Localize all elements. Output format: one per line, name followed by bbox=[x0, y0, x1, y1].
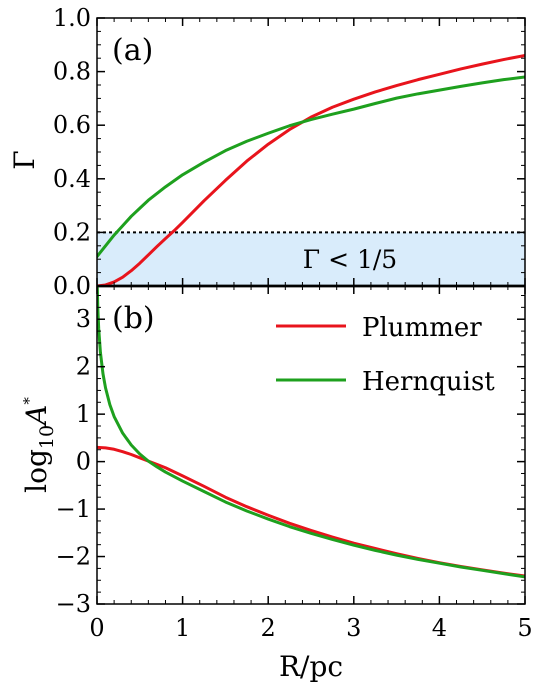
series-line-plummer bbox=[97, 54, 525, 286]
threshold-region-label: Γ < 1/5 bbox=[303, 245, 397, 274]
x-tick-label: 0 bbox=[89, 614, 104, 642]
gamma-below-threshold-region bbox=[97, 232, 525, 286]
y-tick-label-b: 3 bbox=[76, 305, 91, 333]
y-tick-label-a: 1.0 bbox=[53, 4, 91, 32]
y-axis-label-a: Γ bbox=[8, 150, 41, 169]
x-axis-ticks: 0 1 2 3 4 5 bbox=[89, 18, 533, 642]
y-tick-label-a: 0.0 bbox=[53, 272, 91, 300]
series-line-plummer bbox=[97, 445, 525, 578]
series-group-b bbox=[97, 286, 525, 579]
y-tick-label-b: 0 bbox=[76, 448, 91, 476]
y-tick-label-a: 0.8 bbox=[53, 58, 91, 86]
panel-label-a: (a) bbox=[112, 33, 153, 68]
y-label-superscript: * bbox=[20, 397, 38, 405]
y-tick-label-b: −2 bbox=[56, 543, 91, 571]
y-tick-label-a: 0.6 bbox=[53, 111, 91, 139]
x-tick-label: 4 bbox=[432, 614, 447, 642]
y-label-log: log bbox=[20, 449, 53, 493]
y-label-variable: A bbox=[20, 405, 53, 428]
y-tick-label-a: 0.2 bbox=[53, 218, 91, 246]
y-label-subscript: 10 bbox=[36, 425, 58, 449]
panel-a: 0.0 0.2 0.4 0.6 0.8 1.0 (a) Γ < 1/5 Γ bbox=[8, 4, 525, 300]
legend-label-hernquist: Hernquist bbox=[362, 367, 495, 397]
panel-label-b: (b) bbox=[112, 301, 155, 336]
y-tick-label-b: 2 bbox=[76, 353, 91, 381]
panel-b: −3 −2 −1 0 1 2 3 (b) log10A* Plummer Hernquist bbox=[20, 286, 525, 618]
y-tick-label-b: 1 bbox=[76, 400, 91, 428]
ticks-a: 0.0 0.2 0.4 0.6 0.8 1.0 bbox=[53, 4, 525, 300]
series-group-a bbox=[97, 54, 525, 286]
series-line-hernquist bbox=[97, 75, 525, 259]
y-axis-label-b: log10A* bbox=[20, 397, 58, 493]
ticks-b: −3 −2 −1 0 1 2 3 bbox=[56, 294, 525, 618]
x-tick-label: 1 bbox=[175, 614, 190, 642]
x-tick-label: 3 bbox=[346, 614, 361, 642]
legend-label-plummer: Plummer bbox=[362, 313, 482, 343]
legend: Plummer Hernquist bbox=[276, 313, 495, 397]
y-tick-label-b: −1 bbox=[56, 495, 91, 523]
y-tick-label-b: −3 bbox=[56, 590, 91, 618]
x-tick-label: 2 bbox=[261, 614, 276, 642]
plot-frame bbox=[96, 17, 526, 605]
x-axis-label: R/pc bbox=[279, 650, 343, 683]
y-tick-label-a: 0.4 bbox=[53, 165, 91, 193]
series-line-hernquist bbox=[97, 286, 525, 579]
x-tick-label: 5 bbox=[517, 614, 532, 642]
